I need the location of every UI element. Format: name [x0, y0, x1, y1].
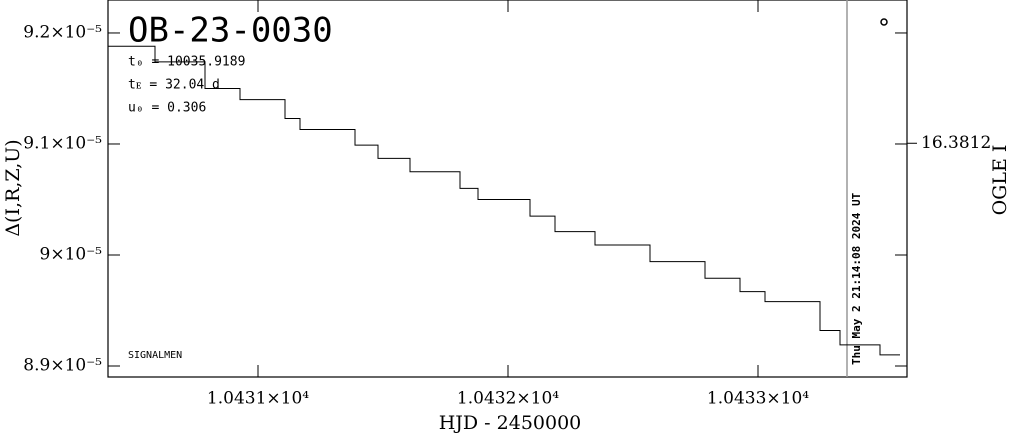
marker [880, 18, 888, 26]
x-tick-label: 1.0432×10⁴ [457, 389, 559, 409]
param: tᴇ = 32.04 d [128, 78, 220, 93]
step-line [108, 45, 900, 356]
y-tick-label: 9.2×10⁻⁵ [23, 22, 102, 42]
timestamp: Thu May 2 21:14:08 2024 UT [850, 192, 863, 365]
x-axis-label: HJD - 2450000 [439, 412, 582, 434]
credit: SIGNALMEN [128, 350, 182, 361]
y-tick-label: 9.1×10⁻⁵ [23, 133, 102, 153]
y-tick-label: 8.9×10⁻⁵ [23, 356, 102, 376]
y2-axis-label: OGLE I [989, 145, 1011, 216]
y-tick-label: 9×10⁻⁵ [40, 244, 103, 264]
y2-tick-label: 16.3812 [921, 133, 991, 153]
y-axis-label: Δ(I,R,Z,U) [2, 139, 24, 236]
x-tick-label: 1.0433×10⁴ [707, 389, 809, 409]
chart-title: OB-23-0030 [128, 11, 333, 51]
x-tick-label: 1.0431×10⁴ [207, 389, 309, 409]
param: u₀ = 0.306 [128, 101, 206, 116]
